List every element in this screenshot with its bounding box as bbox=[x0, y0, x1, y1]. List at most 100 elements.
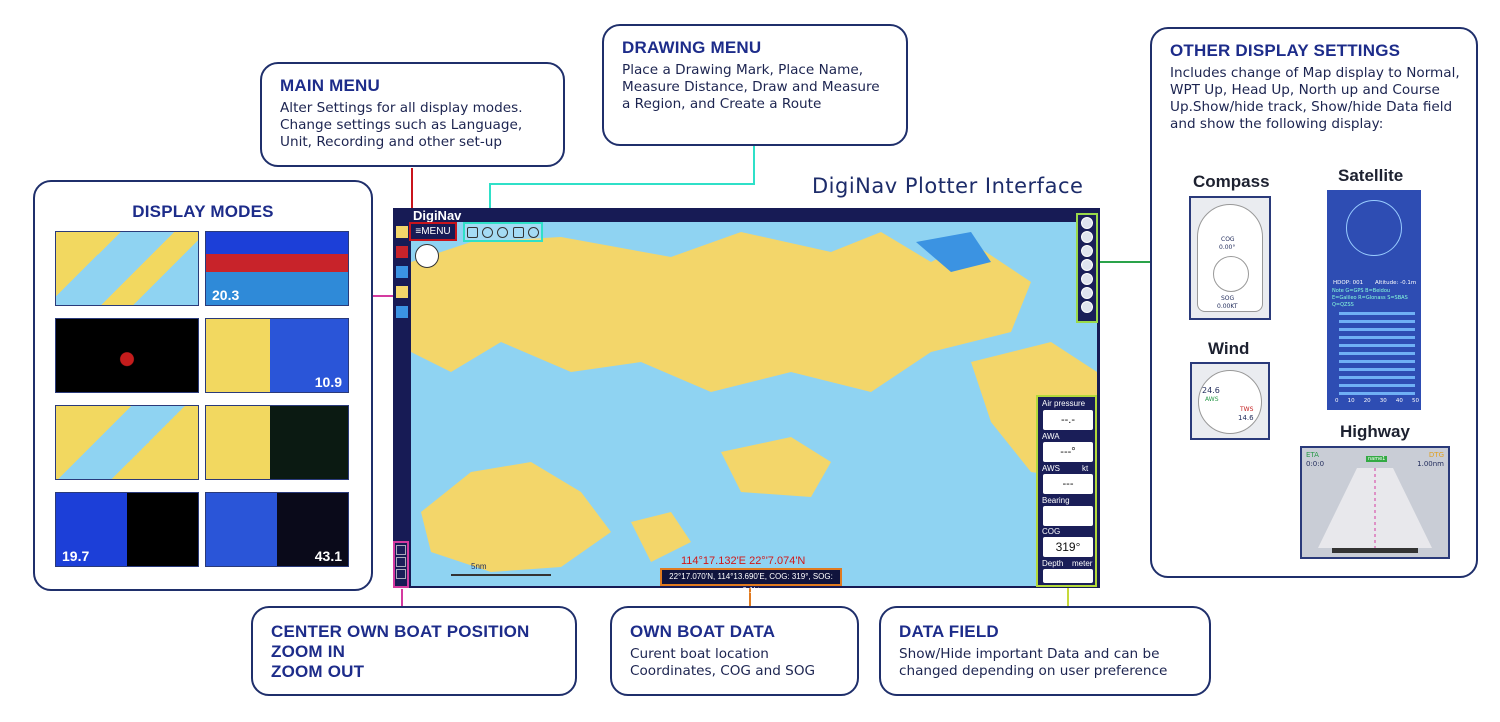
axis-tick: 40 bbox=[1395, 398, 1403, 404]
own-boat-body: Curent boat location Coordinates, COG an… bbox=[630, 646, 816, 679]
land-island bbox=[721, 437, 831, 497]
axis-tick: 30 bbox=[1379, 398, 1387, 404]
map-land bbox=[411, 232, 1097, 576]
center-zoom-callout: CENTER OWN BOAT POSITION ZOOM IN ZOOM OU… bbox=[251, 606, 577, 696]
mode-icon[interactable] bbox=[396, 266, 408, 278]
compass-sog-value: 0.00KT bbox=[1217, 303, 1238, 310]
axis-tick: 10 bbox=[1347, 398, 1355, 404]
scale-bar bbox=[451, 574, 551, 576]
drawing-menu-title: DRAWING MENU bbox=[622, 38, 762, 57]
left-mode-bar bbox=[395, 224, 409, 584]
data-field-callout: DATA FIELD Show/Hide important Data and … bbox=[879, 606, 1211, 696]
create-route-icon[interactable] bbox=[527, 226, 539, 238]
drawing-menu-body: Place a Drawing Mark, Place Name, Measur… bbox=[622, 62, 880, 112]
menu-label: ≡MENU bbox=[415, 226, 451, 237]
highway-eta-value: 0:0:0 bbox=[1306, 460, 1325, 468]
wind-aws-label: AWS bbox=[1205, 396, 1219, 403]
mode-thumb-sonar-radar[interactable]: 19.7 bbox=[55, 492, 199, 567]
track-icon[interactable] bbox=[1081, 231, 1093, 243]
own-boat-title: OWN BOAT DATA bbox=[630, 622, 776, 641]
df-label: AWS bbox=[1042, 464, 1060, 473]
axis-tick: 50 bbox=[1411, 398, 1419, 404]
df-label: Depth bbox=[1042, 559, 1064, 568]
mode-thumb-chart[interactable] bbox=[55, 231, 199, 306]
drawing-toolbar bbox=[463, 222, 543, 242]
compass-label: Compass bbox=[1193, 172, 1270, 191]
highway-eta-label: ETA bbox=[1306, 451, 1319, 459]
reservoir bbox=[916, 232, 991, 272]
axis-tick: 20 bbox=[1363, 398, 1371, 404]
place-name-icon[interactable] bbox=[482, 226, 494, 238]
wind-icon[interactable] bbox=[1081, 287, 1093, 299]
data-field-body: Show/Hide important Data and can be chan… bbox=[899, 646, 1168, 679]
df-value[interactable]: ---° bbox=[1043, 442, 1093, 462]
df-unit: kt bbox=[1082, 464, 1089, 473]
center-zoom-line: ZOOM OUT bbox=[271, 662, 365, 681]
orientation-icon[interactable] bbox=[1081, 217, 1093, 229]
mode-thumb-value: 19.7 bbox=[62, 548, 90, 564]
df-value[interactable]: --.- bbox=[1043, 410, 1093, 430]
plotter-window: DigiNav 5nm 114°17.132'E 22°'7.074'N ≡ME… bbox=[393, 208, 1100, 588]
satellite-axis: 0 10 20 30 40 50 bbox=[1335, 398, 1419, 404]
mode-thumb-sonar[interactable]: 20.3 bbox=[205, 231, 349, 306]
mode-thumb-value: 20.3 bbox=[212, 287, 240, 303]
df-value[interactable] bbox=[1043, 569, 1093, 583]
display-settings-bar bbox=[1076, 213, 1098, 323]
display-modes-title: DISPLAY MODES bbox=[132, 202, 274, 221]
mode-thumb-value: 43.1 bbox=[314, 548, 342, 564]
land-lantau bbox=[421, 462, 611, 572]
wind-display: 24.6 AWS TWS 14.6 bbox=[1190, 362, 1270, 440]
compass-sog-label: SOG bbox=[1221, 295, 1235, 302]
df-value[interactable]: --- bbox=[1043, 474, 1093, 494]
highway-dist-label: DTG bbox=[1428, 451, 1444, 459]
mode-icon[interactable] bbox=[396, 246, 408, 258]
compass-dial bbox=[1213, 256, 1249, 292]
zoom-in-button[interactable] bbox=[396, 557, 406, 567]
wind-tws-value: 14.6 bbox=[1238, 414, 1254, 422]
mode-icon[interactable] bbox=[396, 286, 408, 298]
compass-cog-value: 0.00° bbox=[1219, 244, 1236, 251]
highway-icon[interactable] bbox=[1081, 301, 1093, 313]
highway-label: Highway bbox=[1340, 422, 1410, 441]
df-value[interactable]: 319° bbox=[1043, 537, 1093, 557]
zoom-out-button[interactable] bbox=[396, 569, 406, 579]
chart-map[interactable]: 5nm 114°17.132'E 22°'7.074'N bbox=[411, 222, 1097, 586]
mode-thumb-chart-radar[interactable] bbox=[55, 405, 199, 480]
draw-region-icon[interactable] bbox=[512, 226, 524, 238]
mode-icon[interactable] bbox=[396, 306, 408, 318]
satellite-icon[interactable] bbox=[1081, 273, 1093, 285]
mode-icon[interactable] bbox=[396, 226, 408, 238]
df-label: COG bbox=[1042, 527, 1061, 536]
compass-rose-icon[interactable] bbox=[415, 244, 439, 268]
measure-distance-icon[interactable] bbox=[497, 226, 509, 238]
datafield-toggle-icon[interactable] bbox=[1081, 245, 1093, 257]
land-mainland bbox=[411, 232, 1031, 392]
center-zoom-line: CENTER OWN BOAT POSITION bbox=[271, 622, 530, 641]
satellite-hdop: HDOP: 001 bbox=[1333, 280, 1364, 286]
main-menu-title: MAIN MENU bbox=[280, 76, 381, 95]
scale-label: 5nm bbox=[471, 562, 487, 571]
highway-dist-value: 1.00nm bbox=[1417, 460, 1444, 468]
wind-label: Wind bbox=[1208, 339, 1250, 358]
df-value[interactable] bbox=[1043, 506, 1093, 526]
df-label: Air pressure bbox=[1042, 399, 1086, 408]
mode-thumb-chart-radar-split[interactable] bbox=[205, 405, 349, 480]
own-boat-callout: OWN BOAT DATA Curent boat location Coord… bbox=[610, 606, 859, 696]
mode-thumb-chart-sonar[interactable]: 10.9 bbox=[205, 318, 349, 393]
coords-overlay: 114°17.132'E 22°'7.074'N bbox=[681, 555, 806, 567]
mode-thumb-quad[interactable]: 43.1 bbox=[205, 492, 349, 567]
axis-tick: 0 bbox=[1335, 398, 1339, 404]
highway-display: ETA 0:0:0 name1 DTG 1.00nm bbox=[1300, 446, 1450, 559]
draw-mark-icon[interactable] bbox=[467, 226, 479, 238]
df-label: Bearing bbox=[1042, 496, 1070, 505]
compass-icon[interactable] bbox=[1081, 259, 1093, 271]
mode-thumb-value: 10.9 bbox=[314, 374, 342, 390]
highway-road bbox=[1318, 468, 1432, 553]
main-menu-body: Alter Settings for all display modes. Ch… bbox=[280, 100, 523, 150]
center-boat-button[interactable] bbox=[396, 545, 406, 555]
mode-thumb-radar[interactable] bbox=[55, 318, 199, 393]
menu-button[interactable]: ≡MENU bbox=[409, 222, 457, 241]
other-display-title: OTHER DISPLAY SETTINGS bbox=[1170, 41, 1401, 60]
boat-data-bar: 22°17.070'N, 114°13.690'E, COG: 319°, SO… bbox=[660, 568, 842, 595]
other-display-body: Includes change of Map display to Normal… bbox=[1170, 65, 1460, 132]
